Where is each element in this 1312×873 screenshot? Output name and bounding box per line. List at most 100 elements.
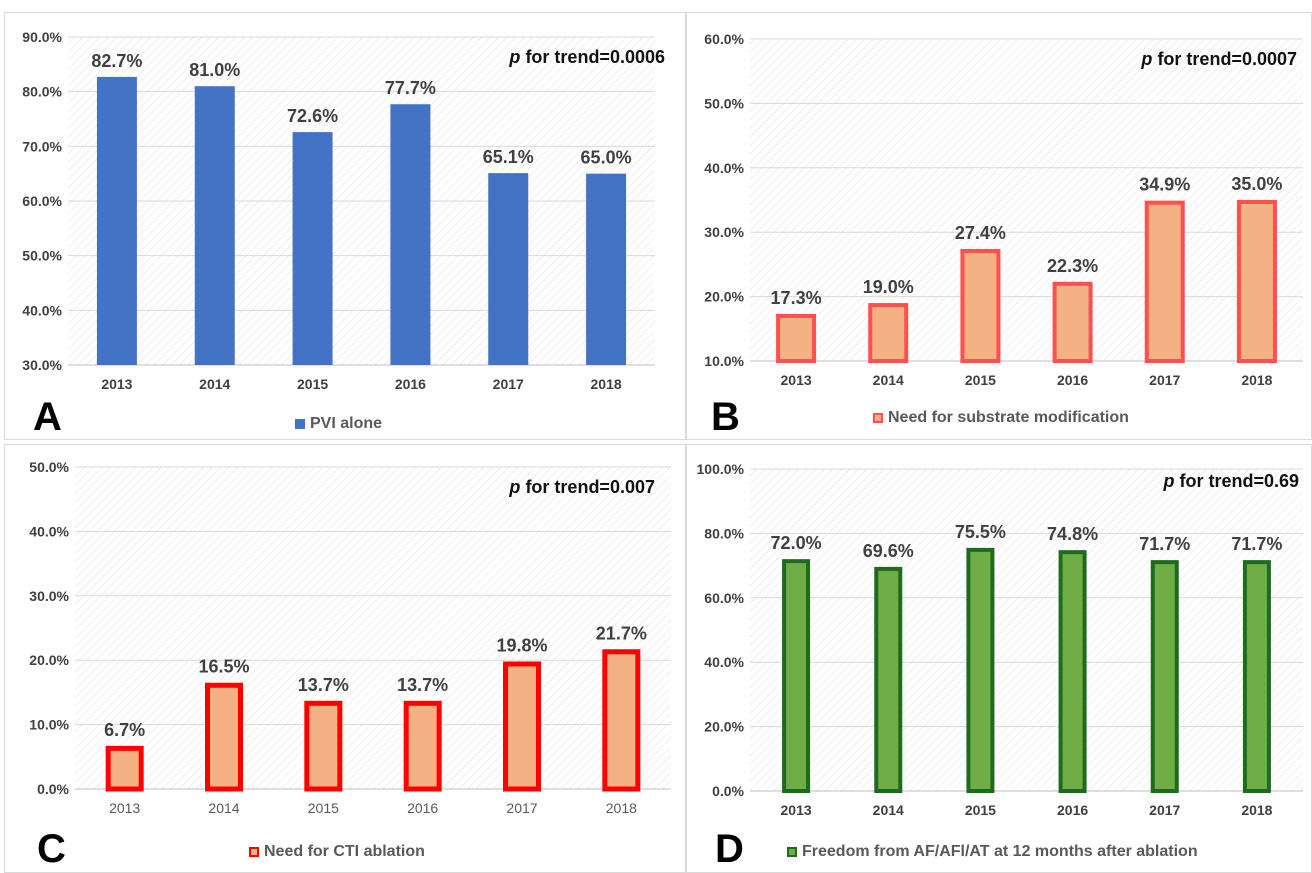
chart-b-svg: 10.0% 20.0% 30.0% 40.0% 50.0% 60.0% 17.3% 2013 1… — [687, 13, 1311, 439]
chart-panel-b: 10.0% 20.0% 30.0% 40.0% 50.0% 60.0% 17.3% 2013 1… — [686, 12, 1312, 440]
x-tick-label: 2015 — [308, 800, 339, 816]
x-tick-label: 2013 — [101, 376, 132, 392]
y-tick-label: 80.0% — [704, 525, 744, 541]
legend-d: Freedom from AF/AFl/AT at 12 months afte… — [787, 843, 1198, 861]
x-tick-label: 2015 — [297, 376, 328, 392]
y-tick-label: 40.0% — [704, 654, 744, 670]
data-label: 6.7% — [104, 720, 145, 740]
y-tick-label: 20.0% — [704, 289, 744, 305]
data-label: 35.0% — [1231, 174, 1282, 194]
trend-p-a: p — [509, 47, 520, 67]
trend-text-c: p for trend=0.007 — [509, 477, 655, 498]
legend-swatch-d — [787, 847, 797, 857]
x-tick-label: 2017 — [493, 376, 524, 392]
bar-2016 — [390, 104, 430, 365]
x-tick-label: 2015 — [965, 372, 996, 388]
x-tick-label: 2014 — [873, 372, 904, 388]
bar-2016 — [406, 703, 439, 789]
data-label: 13.7% — [397, 675, 448, 695]
trend-p-d: p — [1163, 471, 1174, 491]
bar-2018 — [605, 652, 638, 789]
plot-area-d — [750, 469, 1303, 791]
x-tick-label: 2016 — [395, 376, 426, 392]
data-label: 71.7% — [1231, 534, 1282, 554]
bar-2015 — [307, 703, 340, 789]
panel-letter-a: A — [33, 397, 62, 437]
bar-2017 — [488, 173, 528, 365]
y-tick-label: 10.0% — [29, 717, 69, 733]
y-tick-label: 10.0% — [704, 353, 744, 369]
bar-2013 — [97, 77, 137, 365]
y-tick-label: 20.0% — [29, 652, 69, 668]
data-label: 77.7% — [385, 78, 436, 98]
legend-label-d: Freedom from AF/AFl/AT at 12 months afte… — [802, 843, 1198, 861]
y-tick-label: 100.0% — [697, 461, 745, 477]
x-tick-label: 2017 — [1149, 802, 1180, 818]
trend-value-a: for trend=0.0006 — [525, 47, 665, 67]
data-label: 72.6% — [287, 106, 338, 126]
bar-2018 — [1239, 202, 1275, 361]
y-tick-label: 90.0% — [22, 29, 62, 45]
x-tick-label: 2014 — [208, 800, 239, 816]
trend-value-d: for trend=0.69 — [1179, 471, 1299, 491]
bar-2016 — [1061, 552, 1085, 791]
data-label: 65.0% — [581, 148, 632, 168]
y-tick-label: 30.0% — [29, 588, 69, 604]
legend-label-a: PVI alone — [310, 415, 382, 433]
x-tick-label: 2013 — [109, 800, 140, 816]
bar-2013 — [778, 316, 814, 361]
trend-p-c: p — [509, 477, 520, 497]
x-tick-label: 2016 — [407, 800, 438, 816]
data-label: 21.7% — [596, 623, 647, 643]
x-tick-label: 2018 — [1241, 372, 1272, 388]
bar-2014 — [870, 305, 906, 361]
y-tick-label: 20.0% — [704, 719, 744, 735]
data-label: 75.5% — [955, 522, 1006, 542]
x-tick-label: 2018 — [1241, 802, 1272, 818]
bar-2017 — [506, 664, 539, 789]
y-tick-label: 0.0% — [712, 783, 744, 799]
legend-label-b: Need for substrate modification — [888, 409, 1129, 427]
legend-a: PVI alone — [295, 415, 382, 433]
trend-text-d: p for trend=0.69 — [1163, 471, 1299, 492]
bar-2016 — [1055, 284, 1091, 361]
legend-swatch-a — [295, 419, 305, 429]
y-tick-label: 50.0% — [704, 95, 744, 111]
y-tick-label: 30.0% — [704, 224, 744, 240]
plot-area-c — [75, 467, 671, 789]
bar-2013 — [108, 748, 141, 789]
trend-p-b: p — [1141, 49, 1152, 69]
chart-a-svg: 30.0% 40.0% 50.0% 60.0% 70.0% 80.0% 90.0% 82.7%… — [5, 13, 685, 439]
x-tick-label: 2017 — [506, 800, 537, 816]
y-tick-label: 60.0% — [704, 31, 744, 47]
data-label: 19.0% — [863, 277, 914, 297]
chart-panel-a: 30.0% 40.0% 50.0% 60.0% 70.0% 80.0% 90.0% 82.7%… — [4, 12, 686, 440]
data-label: 74.8% — [1047, 524, 1098, 544]
x-tick-label: 2013 — [781, 372, 812, 388]
data-label: 81.0% — [189, 60, 240, 80]
y-tick-label: 30.0% — [22, 357, 62, 373]
chart-c-svg: 0.0% 10.0% 20.0% 30.0% 40.0% 50.0% 6.7% 2013 16.… — [5, 445, 685, 872]
y-tick-label: 0.0% — [37, 781, 69, 797]
x-tick-label: 2015 — [965, 802, 996, 818]
legend-b: Need for substrate modification — [873, 409, 1129, 427]
x-tick-label: 2017 — [1149, 372, 1180, 388]
data-label: 82.7% — [91, 51, 142, 71]
data-label: 69.6% — [863, 541, 914, 561]
data-label: 27.4% — [955, 223, 1006, 243]
legend-swatch-c — [249, 847, 259, 857]
legend-label-c: Need for CTI ablation — [264, 843, 425, 861]
y-tick-label: 70.0% — [22, 138, 62, 154]
bar-2014 — [876, 569, 900, 791]
data-label: 71.7% — [1139, 534, 1190, 554]
y-tick-label: 50.0% — [22, 248, 62, 264]
plot-area-b — [750, 39, 1303, 361]
bar-2017 — [1153, 562, 1177, 791]
bar-2018 — [1245, 562, 1269, 791]
chart-panel-d: 0.0% 20.0% 40.0% 60.0% 80.0% 100.0% 72.0% 2013 6… — [686, 444, 1312, 873]
y-tick-label: 80.0% — [22, 84, 62, 100]
legend-c: Need for CTI ablation — [249, 843, 425, 861]
chart-d-svg: 0.0% 20.0% 40.0% 60.0% 80.0% 100.0% 72.0% 2013 6… — [687, 445, 1311, 872]
x-tick-label: 2018 — [591, 376, 622, 392]
data-label: 22.3% — [1047, 256, 1098, 276]
